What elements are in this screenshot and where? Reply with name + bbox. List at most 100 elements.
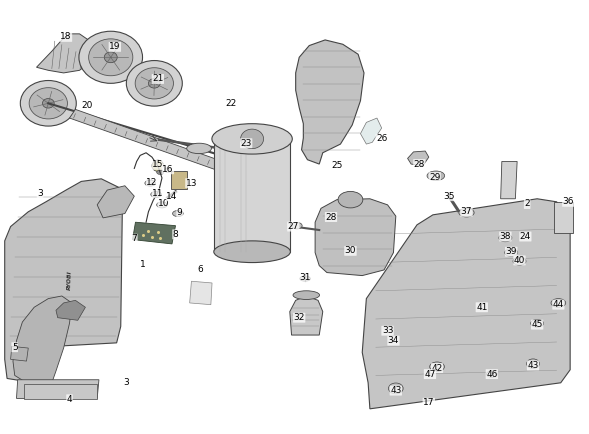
- Text: 19: 19: [109, 43, 121, 51]
- Text: 3: 3: [124, 378, 130, 387]
- Ellipse shape: [104, 52, 117, 63]
- Text: 22: 22: [225, 99, 237, 108]
- Ellipse shape: [531, 319, 544, 327]
- Ellipse shape: [148, 79, 160, 88]
- Bar: [171, 171, 187, 189]
- Ellipse shape: [157, 202, 167, 208]
- Polygon shape: [214, 139, 290, 252]
- Ellipse shape: [513, 257, 526, 265]
- Ellipse shape: [487, 371, 497, 377]
- Polygon shape: [360, 118, 382, 144]
- Ellipse shape: [157, 170, 164, 174]
- Ellipse shape: [240, 129, 263, 148]
- Bar: [388, 339, 410, 348]
- Ellipse shape: [505, 249, 518, 256]
- Text: 25: 25: [331, 161, 343, 170]
- Text: 34: 34: [388, 336, 399, 345]
- Ellipse shape: [151, 191, 161, 197]
- Ellipse shape: [214, 241, 290, 263]
- Text: 26: 26: [376, 135, 388, 143]
- Text: 7: 7: [131, 234, 137, 243]
- Polygon shape: [37, 34, 93, 73]
- Polygon shape: [133, 222, 176, 244]
- Text: 13: 13: [186, 179, 197, 187]
- Polygon shape: [56, 300, 85, 320]
- Text: 2: 2: [524, 200, 530, 208]
- Text: 38: 38: [499, 232, 511, 241]
- Text: 39: 39: [505, 247, 517, 256]
- Text: 24: 24: [519, 232, 531, 241]
- Polygon shape: [70, 109, 223, 170]
- Ellipse shape: [212, 124, 292, 154]
- Text: 6: 6: [197, 266, 203, 274]
- Text: 36: 36: [562, 197, 574, 206]
- Ellipse shape: [127, 60, 183, 106]
- Ellipse shape: [389, 383, 403, 394]
- Ellipse shape: [135, 68, 174, 99]
- Ellipse shape: [214, 128, 290, 150]
- Polygon shape: [11, 346, 28, 361]
- Polygon shape: [315, 199, 396, 276]
- Ellipse shape: [292, 222, 302, 229]
- Ellipse shape: [152, 160, 164, 171]
- Text: 17: 17: [423, 398, 435, 407]
- Text: 5: 5: [12, 343, 18, 352]
- Text: 27: 27: [287, 222, 299, 231]
- Text: 8: 8: [173, 230, 178, 239]
- Ellipse shape: [459, 208, 474, 217]
- Polygon shape: [5, 179, 123, 383]
- Text: 21: 21: [152, 75, 164, 83]
- Ellipse shape: [551, 299, 565, 307]
- Bar: [382, 325, 410, 338]
- Ellipse shape: [187, 143, 211, 154]
- Ellipse shape: [29, 88, 67, 119]
- Text: 40: 40: [514, 256, 525, 265]
- Text: 43: 43: [390, 386, 402, 395]
- Text: 15: 15: [152, 161, 164, 169]
- Text: 30: 30: [345, 247, 356, 255]
- Ellipse shape: [527, 359, 540, 368]
- Text: 4: 4: [67, 395, 72, 404]
- Polygon shape: [408, 151, 429, 166]
- Text: 28: 28: [325, 213, 337, 221]
- Ellipse shape: [20, 80, 76, 126]
- Text: 44: 44: [552, 300, 564, 309]
- Polygon shape: [16, 380, 99, 398]
- Text: 1: 1: [140, 260, 145, 269]
- Text: 12: 12: [146, 178, 158, 187]
- Ellipse shape: [145, 180, 155, 186]
- Text: 10: 10: [158, 200, 170, 208]
- Text: 20: 20: [81, 101, 93, 109]
- Text: 46: 46: [486, 370, 498, 378]
- Polygon shape: [362, 199, 570, 409]
- Text: 43: 43: [527, 361, 539, 370]
- Ellipse shape: [338, 191, 363, 208]
- Text: 11: 11: [152, 189, 164, 197]
- Text: 47: 47: [424, 370, 436, 378]
- Text: 41: 41: [476, 303, 488, 312]
- Text: 35: 35: [443, 192, 455, 201]
- Ellipse shape: [293, 291, 320, 299]
- Text: 16: 16: [162, 165, 174, 174]
- Text: RYOBI: RYOBI: [67, 270, 72, 290]
- Text: 45: 45: [531, 320, 543, 329]
- Ellipse shape: [427, 171, 445, 181]
- Ellipse shape: [430, 362, 445, 372]
- Polygon shape: [97, 186, 134, 218]
- Text: 32: 32: [293, 313, 305, 322]
- Text: 9: 9: [177, 208, 183, 217]
- Text: 14: 14: [166, 192, 178, 201]
- Polygon shape: [296, 40, 364, 164]
- Ellipse shape: [173, 210, 183, 217]
- Ellipse shape: [79, 31, 143, 83]
- Polygon shape: [501, 161, 517, 199]
- Ellipse shape: [300, 276, 310, 281]
- Polygon shape: [13, 296, 72, 383]
- Ellipse shape: [499, 234, 512, 242]
- Text: 33: 33: [382, 326, 393, 335]
- Text: 42: 42: [431, 364, 443, 372]
- Ellipse shape: [88, 39, 133, 76]
- Text: 18: 18: [60, 33, 72, 41]
- Text: 3: 3: [37, 189, 43, 197]
- Ellipse shape: [164, 168, 171, 172]
